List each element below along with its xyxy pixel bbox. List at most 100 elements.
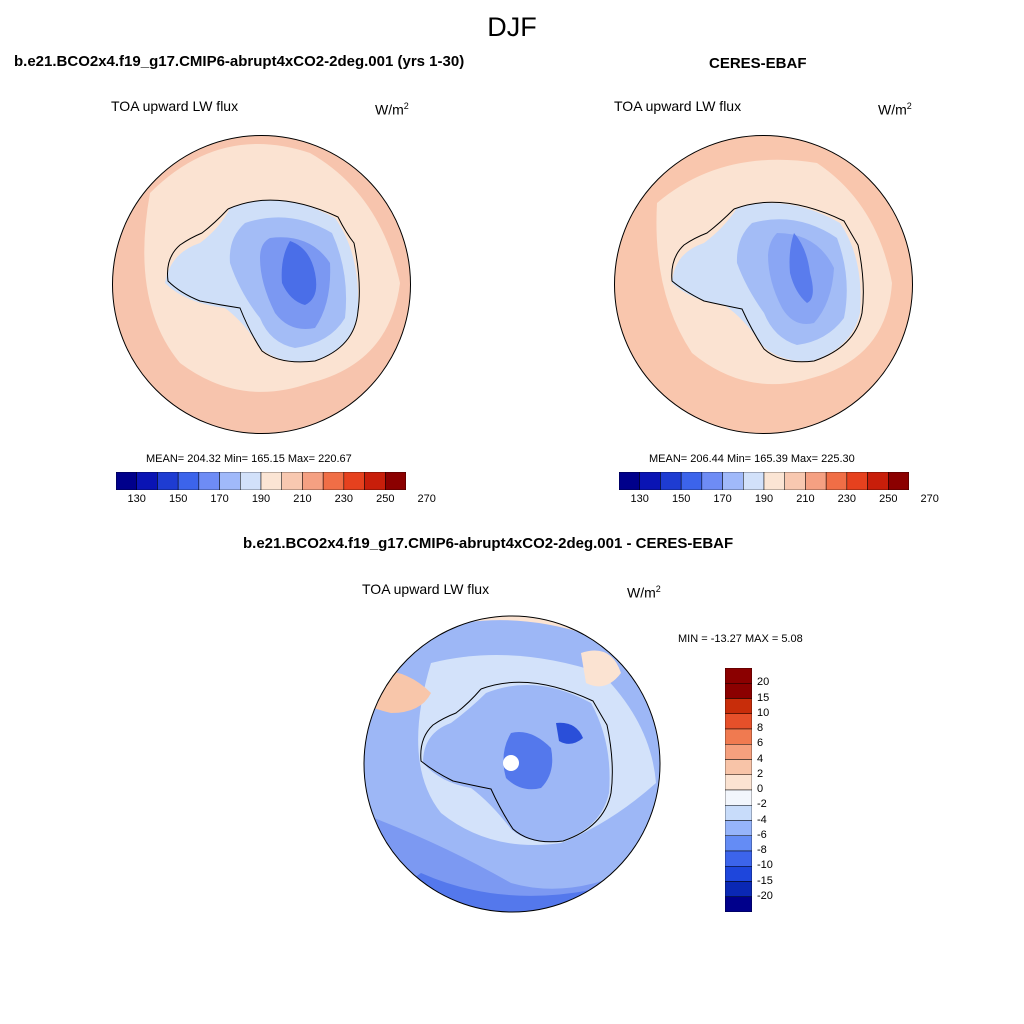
panel1-colorbar-swatch: [281, 472, 303, 490]
panel1-colorbar-swatch: [157, 472, 179, 490]
panel3-antarctica-east-blob: [556, 722, 583, 744]
panel3-colorbar-tick-label: 4: [757, 752, 764, 765]
panel3-colorbar-swatch: [725, 866, 752, 882]
panel1-colorbar-tick-label: 150: [168, 493, 188, 505]
panel3-colorbar-tick-label: -2: [757, 798, 767, 811]
panel3-pole-hole: [503, 755, 519, 771]
panel1-antarctica-core: [281, 241, 317, 305]
panel1-colorbar: [116, 472, 406, 490]
panel3-colorbar-swatch: [725, 835, 752, 852]
panel3-warm-northeast: [581, 650, 621, 687]
panel1-colorbar-swatch: [219, 472, 241, 490]
panel3-colorbar-swatch: [725, 881, 752, 897]
panel2-colorbar-tick-label: 210: [796, 493, 815, 505]
panel1-polar-map: [112, 135, 411, 434]
panel2-colorbar-swatch: [888, 472, 909, 490]
panel3-colorbar-swatch: [725, 774, 752, 791]
panel3-antarctica-core: [503, 732, 553, 790]
panel2-colorbar-swatch: [722, 472, 744, 490]
panel1-colorbar-tick-label: 170: [210, 493, 229, 505]
panel3-case-title: b.e21.BCO2x4.f19_g17.CMIP6-abrupt4xCO2-2…: [243, 535, 734, 552]
panel3-coastline: [420, 681, 613, 843]
panel1-colorbar-swatch: [260, 472, 282, 490]
panel1-colorbar-tick-label: 210: [293, 493, 312, 505]
panel1-colorbar-swatch: [198, 472, 220, 490]
panel2-stats: MEAN= 206.44 Min= 165.39 Max= 225.30: [649, 453, 855, 465]
panel1-colorbar-tick-label: 250: [376, 493, 395, 505]
panel1-colorbar-swatch: [385, 472, 406, 490]
panel3-colorbar-swatch: [725, 820, 752, 836]
panel3-variable-label: TOA upward LW flux: [362, 581, 490, 597]
panel1-variable-label: TOA upward LW flux: [111, 98, 239, 114]
panel2-colorbar: [619, 472, 909, 490]
panel3-colorbar-tick-label: -20: [757, 889, 773, 902]
panel1-units: W/m2: [375, 101, 409, 118]
panel3-colorbar-swatch: [725, 728, 752, 745]
panel1-colorbar-swatch: [364, 472, 386, 490]
panel1-stats: MEAN= 204.32 Min= 165.15 Max= 220.67: [146, 453, 352, 465]
panel3-colorbar-swatch: [725, 805, 752, 821]
panel3-colorbar-swatch: [725, 789, 752, 806]
panel1-colorbar-ticks: 130 150 170 190 210 230 250 270: [116, 493, 436, 509]
panel2-colorbar-swatch: [701, 472, 723, 490]
panel2-colorbar-swatch: [784, 472, 806, 490]
panel3-colorbar-ticks: 20 15 10 8 6 4 2 0 -2 -4 -6 -8 -10 -15 -20: [757, 668, 797, 912]
panel1-colorbar-swatch: [177, 472, 200, 490]
panel3-stats: MIN = -13.27 MAX = 5.08: [678, 633, 803, 645]
panel2-case-title: CERES-EBAF: [709, 55, 807, 72]
panel3-colorbar-tick-label: 10: [757, 706, 770, 719]
panel1-colorbar-tick-label: 230: [334, 493, 354, 505]
panel2-colorbar-tick-label: 190: [754, 493, 774, 505]
panel2-colorbar-tick-label: 150: [671, 493, 691, 505]
panel2-colorbar-swatch: [846, 472, 868, 490]
panel2-antarctica-core: [789, 233, 813, 303]
panel1-case-title: b.e21.BCO2x4.f19_g17.CMIP6-abrupt4xCO2-2…: [14, 53, 465, 70]
panel2-colorbar-tick-label: 230: [837, 493, 857, 505]
panel2-colorbar-tick-label: 250: [879, 493, 898, 505]
panel3-colorbar-tick-label: -10: [757, 859, 773, 872]
panel2-colorbar-swatch: [619, 472, 640, 490]
panel2-units: W/m2: [878, 101, 912, 118]
panel3-colorbar-swatch: [725, 683, 752, 699]
panel2-colorbar-tick-label: 170: [713, 493, 732, 505]
panel3-colorbar-tick-label: 20: [757, 676, 770, 689]
panel2-colorbar-swatch: [805, 472, 827, 490]
panel2-colorbar-tick-label: 270: [920, 493, 939, 505]
panel3-colorbar-tick-label: -15: [757, 874, 773, 887]
panel3-colorbar-tick-label: -4: [757, 813, 767, 826]
panel3-colorbar-tick-label: 2: [757, 767, 764, 780]
panel3-colorbar-swatch: [725, 759, 752, 775]
panel3-colorbar-swatch: [725, 850, 752, 867]
panel2-colorbar-swatch: [763, 472, 785, 490]
panel3-colorbar-swatch: [725, 698, 752, 714]
panel1-colorbar-tick-label: 190: [251, 493, 271, 505]
panel3-colorbar-tick-label: 0: [757, 783, 764, 795]
panel3-colorbar-tick-label: -6: [757, 828, 767, 841]
panel3-colorbar-tick-label: 15: [757, 691, 770, 704]
panel1-colorbar-swatch: [322, 472, 345, 490]
panel3-colorbar-tick-label: 6: [757, 737, 764, 750]
panel3-units: W/m2: [627, 584, 661, 601]
panel1-colorbar-swatch: [343, 472, 365, 490]
panel3-colorbar: [725, 668, 752, 912]
panel1-colorbar-swatch: [136, 472, 158, 490]
figure-title: DJF: [487, 12, 537, 42]
panel3-colorbar-swatch: [725, 744, 752, 760]
panel2-colorbar-tick-label: 130: [630, 493, 649, 505]
panel2-colorbar-swatch: [660, 472, 682, 490]
panel3-colorbar-tick-label: -8: [757, 844, 767, 856]
panel2-colorbar-swatch: [743, 472, 765, 490]
panel3-polar-map: [363, 615, 661, 913]
panel2-coastline: [671, 201, 864, 363]
panel2-colorbar-swatch: [639, 472, 661, 490]
panel2-colorbar-ticks: 130 150 170 190 210 230 250 270: [619, 493, 939, 509]
panel1-colorbar-tick-label: 130: [127, 493, 146, 505]
panel2-variable-label: TOA upward LW flux: [614, 98, 742, 114]
panel3-colorbar-swatch: [725, 713, 752, 730]
panel1-colorbar-swatch: [240, 472, 262, 490]
panel2-map-border: [614, 135, 913, 434]
panel2-colorbar-swatch: [867, 472, 889, 490]
panel2-colorbar-swatch: [680, 472, 703, 490]
panel3-map-border: [363, 615, 661, 913]
panel1-colorbar-tick-label: 270: [417, 493, 436, 505]
